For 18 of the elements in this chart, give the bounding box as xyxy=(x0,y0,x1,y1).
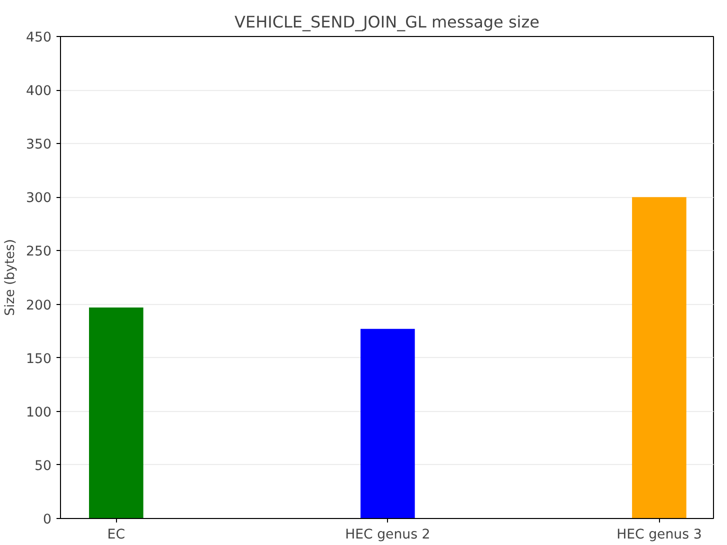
chart-title: VEHICLE_SEND_JOIN_GL message size xyxy=(234,12,540,32)
y-tick-label: 150 xyxy=(26,352,52,367)
y-tick-label: 450 xyxy=(26,30,52,46)
y-tick-label: 200 xyxy=(26,298,52,314)
y-tick-label: 0 xyxy=(43,512,52,528)
y-tick-label: 250 xyxy=(26,244,52,260)
y-tick-label: 300 xyxy=(26,191,52,206)
y-tick-label: 50 xyxy=(34,458,52,474)
x-tick-label: HEC genus 3 xyxy=(616,528,702,542)
bar xyxy=(632,197,686,518)
y-axis-title: Size (bytes) xyxy=(3,239,18,316)
x-tick-label: EC xyxy=(107,528,126,542)
y-tick-label: 400 xyxy=(26,84,52,100)
y-tick-label: 100 xyxy=(26,405,52,420)
y-tick-label: 350 xyxy=(26,138,52,153)
bar xyxy=(360,328,415,518)
bar xyxy=(89,307,144,518)
x-tick-label: HEC genus 2 xyxy=(345,528,430,542)
